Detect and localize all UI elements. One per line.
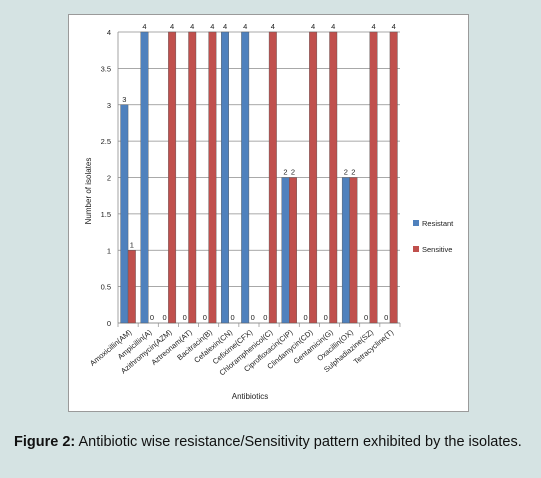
bar-sensitive — [389, 31, 398, 324]
bar-resistant — [140, 31, 149, 324]
bar-resistant — [241, 31, 250, 324]
bar-sensitive — [369, 31, 378, 324]
figure-caption: Figure 2: Antibiotic wise resistance/Sen… — [14, 433, 528, 451]
data-label-resistant: 3 — [122, 95, 126, 104]
caption-label: Figure 2: — [14, 434, 76, 450]
x-axis-label: Antibiotics — [232, 392, 268, 401]
y-tick-label: 4 — [107, 28, 111, 37]
data-label-sensitive: 4 — [331, 22, 335, 31]
bar-sensitive — [208, 31, 217, 324]
data-label-sensitive: 0 — [251, 313, 255, 322]
data-label-resistant: 4 — [142, 22, 146, 31]
y-tick-label: 2.5 — [101, 137, 111, 146]
data-label-sensitive: 2 — [351, 168, 355, 177]
y-tick-label: 3 — [107, 101, 111, 110]
data-label-sensitive: 1 — [130, 240, 134, 249]
data-label-resistant: 4 — [223, 22, 227, 31]
y-tick-label: 3.5 — [101, 64, 111, 73]
data-label-sensitive: 4 — [271, 22, 275, 31]
bar-resistant — [281, 177, 290, 324]
legend-label-resistant: Resistant — [422, 219, 454, 228]
y-tick-label: 1.5 — [101, 210, 111, 219]
data-label-sensitive: 4 — [190, 22, 194, 31]
legend-label-sensitive: Sensitive — [422, 245, 452, 254]
data-label-resistant: 0 — [263, 313, 267, 322]
bar-resistant — [341, 177, 350, 324]
data-label-sensitive: 0 — [150, 313, 154, 322]
bar-sensitive — [289, 177, 297, 324]
bar-chart: Number of isolates Antibiotics 0 0.5 1 1.5 2… — [84, 22, 454, 401]
data-label-resistant: 0 — [324, 313, 328, 322]
bar-resistant — [221, 31, 229, 324]
bar-sensitive — [168, 31, 177, 324]
data-label-resistant: 2 — [283, 168, 287, 177]
legend-swatch-sensitive — [413, 246, 419, 252]
y-tick-label: 0 — [107, 319, 111, 328]
data-label-resistant: 2 — [344, 168, 348, 177]
bar-sensitive — [329, 31, 338, 324]
data-label-resistant: 0 — [364, 313, 368, 322]
data-label-resistant: 0 — [183, 313, 187, 322]
bar-sensitive — [188, 31, 197, 324]
bar-resistant — [120, 104, 129, 324]
y-tick-label: 1 — [107, 246, 111, 255]
bar-sensitive — [268, 31, 277, 324]
y-axis-label: Number of isolates — [84, 158, 93, 225]
bar-sensitive — [309, 31, 318, 324]
chart-frame: Number of isolates Antibiotics 0 0.5 1 1.5 2… — [68, 14, 469, 412]
data-label-resistant: 0 — [304, 313, 308, 322]
data-label-sensitive: 4 — [311, 22, 315, 31]
data-label-resistant: 0 — [384, 313, 388, 322]
y-tick-label: 2 — [107, 174, 111, 183]
bar-sensitive — [127, 250, 136, 324]
data-label-resistant: 4 — [243, 22, 247, 31]
data-label-sensitive: 4 — [371, 22, 375, 31]
legend-swatch-resistant — [413, 220, 419, 226]
data-label-resistant: 0 — [163, 313, 167, 322]
caption-text: Antibiotic wise resistance/Sensitivity p… — [75, 434, 522, 450]
data-label-sensitive: 4 — [392, 22, 396, 31]
data-label-sensitive: 0 — [230, 313, 234, 322]
data-label-sensitive: 4 — [170, 22, 174, 31]
bar-sensitive — [349, 177, 358, 324]
y-tick-label: 0.5 — [101, 283, 111, 292]
data-label-resistant: 0 — [203, 313, 207, 322]
data-label-sensitive: 4 — [210, 22, 214, 31]
data-label-sensitive: 2 — [291, 168, 295, 177]
